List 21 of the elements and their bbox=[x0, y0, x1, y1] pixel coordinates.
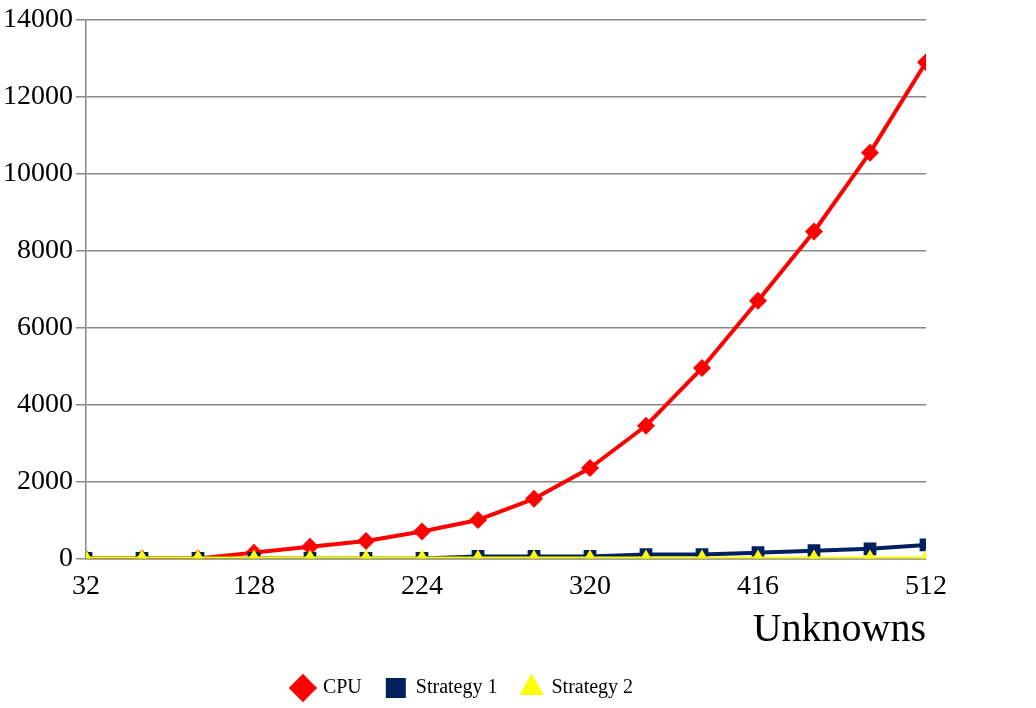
y-tick-label: 8000 bbox=[17, 233, 73, 265]
point bbox=[861, 143, 879, 162]
x-tick-label: 128 bbox=[233, 568, 275, 600]
legend-label: Strategy 2 bbox=[551, 675, 634, 699]
y-tick-label: 2000 bbox=[17, 463, 73, 495]
y-tick-label: 14000 bbox=[3, 2, 73, 34]
y-tick-label: 10000 bbox=[3, 156, 73, 188]
x-axis-title: Unknowns bbox=[752, 604, 926, 650]
legend-label: CPU bbox=[322, 675, 363, 698]
y-tick-label: 6000 bbox=[17, 310, 73, 342]
point bbox=[749, 291, 767, 310]
x-tick-label: 416 bbox=[737, 568, 779, 600]
y-tick-label: 12000 bbox=[3, 79, 73, 111]
legend-label: Strategy 1 bbox=[415, 675, 498, 699]
point bbox=[805, 222, 823, 241]
x-tick-label: 32 bbox=[72, 568, 100, 600]
y-tick-label: 0 bbox=[59, 540, 73, 572]
y-tick-label: 4000 bbox=[17, 386, 73, 418]
x-tick-label: 512 bbox=[905, 568, 947, 600]
x-tick-label: 224 bbox=[401, 568, 443, 600]
x-tick-label: 320 bbox=[569, 568, 611, 600]
